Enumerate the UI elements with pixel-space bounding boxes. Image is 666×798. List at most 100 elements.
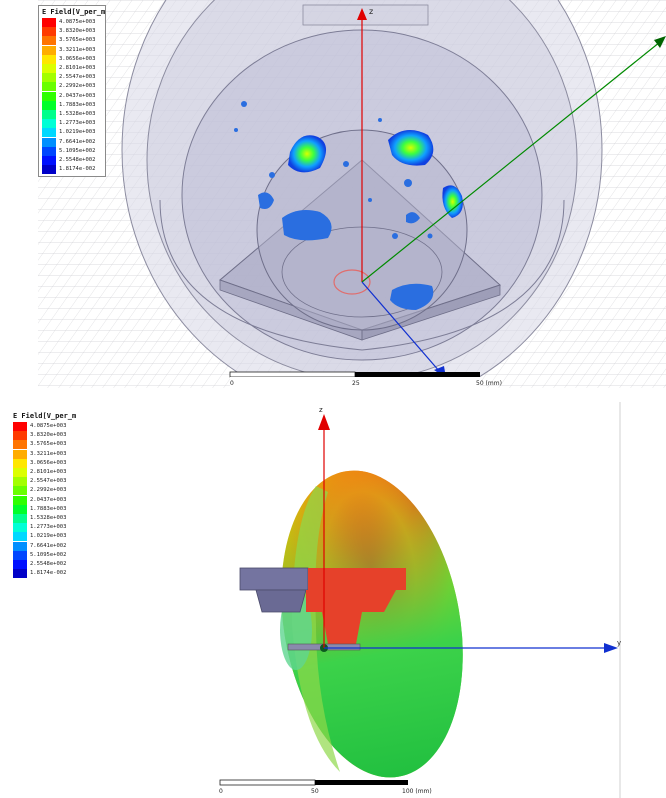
shell-rim — [159, 199, 565, 351]
legend-value: 5.1095e+002 — [30, 551, 67, 558]
legend-swatch — [42, 100, 56, 110]
legend-value: 5.1095e+002 — [59, 147, 96, 154]
legend-value: 2.5547e+003 — [59, 74, 96, 81]
legend-swatch — [13, 514, 27, 523]
legend-value: 3.3211e+003 — [59, 46, 96, 53]
legend-swatch — [13, 504, 27, 514]
legend-value: 4.0875e+003 — [30, 423, 67, 429]
legend-swatch — [42, 27, 56, 37]
legend-swatch — [42, 146, 56, 156]
top-scene: z 0 25 50 (mm) — [38, 0, 666, 388]
legend-value: 1.5328e+003 — [59, 111, 96, 117]
antenna-structure — [239, 567, 406, 652]
legend-value: 1.5328e+003 — [30, 515, 67, 521]
legend-value: 1.7883e+003 — [59, 101, 96, 108]
bottom-scene: z y 0 50 100 (mm) — [219, 402, 621, 798]
z-axis-label: z — [369, 7, 373, 16]
legend-swatch — [42, 36, 56, 46]
legend-value: 2.0437e+003 — [30, 496, 67, 503]
legend-swatch — [42, 137, 56, 147]
legend-value: 3.0656e+003 — [30, 459, 67, 466]
legend-swatch — [13, 486, 27, 496]
legend-swatch — [42, 18, 56, 27]
y-axis-arrow — [654, 36, 666, 48]
legend-value: 3.8320e+003 — [30, 432, 67, 439]
feed-ring — [333, 269, 371, 295]
bottom-3d-view[interactable]: z y 0 50 100 (mm) E Field[V_per_m 4.0875… — [0, 402, 666, 798]
z-axis-arrow — [318, 414, 330, 430]
legend-swatch — [13, 477, 27, 487]
legend-value: 1.0219e+003 — [59, 129, 96, 136]
legend-swatch — [13, 449, 27, 459]
legend-swatch — [42, 91, 56, 101]
scale-bar: 0 25 50 (mm) — [229, 371, 502, 388]
field-legend-bottom: E Field[V_per_m 4.0875e+003 3.8320e+003 3.… — [10, 410, 76, 582]
legend-value: 1.2773e+003 — [30, 524, 67, 531]
legend-value: 7.6641e+002 — [59, 138, 96, 145]
legend-swatch — [42, 54, 56, 64]
legend-swatch — [42, 119, 56, 129]
legend-swatch — [42, 82, 56, 92]
legend-value: 1.7883e+003 — [30, 505, 67, 512]
legend-value: 2.5547e+003 — [30, 478, 67, 485]
legend-value: 3.0656e+003 — [59, 55, 96, 62]
legend-value: 3.3211e+003 — [30, 450, 67, 457]
legend-value: 7.6641e+002 — [30, 542, 67, 549]
legend-swatch — [13, 560, 27, 569]
legend-swatch — [13, 541, 27, 551]
legend-swatch — [13, 458, 27, 468]
z-axis-label: z — [319, 406, 323, 414]
scale-bar: 0 50 100 (mm) — [219, 779, 432, 795]
legend-value: 2.5548e+002 — [30, 561, 67, 567]
legend-value: 1.8174e-002 — [30, 570, 67, 577]
scale-tick-50: 50 (mm) — [476, 380, 502, 387]
x-axis — [361, 281, 441, 373]
legend-value: 2.0437e+003 — [59, 92, 96, 99]
y-axis-arrow — [604, 643, 618, 653]
legend-swatch — [42, 156, 56, 165]
legend-value: 2.2992e+003 — [59, 83, 96, 90]
y-axis — [361, 41, 661, 283]
legend-value: 3.5765e+003 — [30, 441, 67, 448]
legend-value: 2.2992e+003 — [30, 487, 67, 494]
legend-value: 2.8101e+003 — [30, 469, 67, 475]
legend-swatch — [42, 73, 56, 83]
legend-value: 3.8320e+003 — [59, 28, 96, 35]
legend-swatch — [13, 569, 27, 579]
legend-swatch — [42, 45, 56, 55]
legend-value: 4.0875e+003 — [59, 19, 96, 25]
legend-value: 2.8101e+003 — [59, 65, 96, 71]
legend-swatch — [13, 440, 27, 450]
legend-title: E Field[V_per_m — [13, 412, 77, 420]
field-hotspots — [234, 101, 463, 310]
legend-value: 2.5548e+002 — [59, 157, 96, 163]
scale-tick-100: 100 (mm) — [402, 788, 432, 795]
legend-swatch — [13, 532, 27, 542]
y-axis-label: y — [617, 639, 621, 647]
legend-value: 1.8174e-002 — [59, 166, 96, 173]
legend-swatch — [13, 431, 27, 441]
legend-title: E Field[V_per_m — [42, 8, 106, 16]
scale-tick-50: 50 — [311, 788, 319, 795]
legend-swatch — [13, 495, 27, 505]
top-3d-view[interactable]: z 0 25 50 (mm) E Field[V_per_m 4.0875e+0… — [0, 0, 666, 388]
field-legend-top: E Field[V_per_m 4.0875e+003 3.8320e+003 3.… — [38, 5, 106, 177]
legend-value: 1.2773e+003 — [59, 120, 96, 127]
scale-tick-25: 25 — [352, 380, 360, 387]
legend-value: 1.0219e+003 — [30, 533, 67, 540]
legend-swatch — [13, 468, 27, 477]
legend-swatch — [42, 128, 56, 138]
legend-value: 3.5765e+003 — [59, 37, 96, 44]
scale-tick-0: 0 — [219, 788, 223, 795]
top-cap — [302, 4, 429, 26]
legend-swatch — [13, 550, 27, 560]
z-axis-arrow — [357, 8, 367, 20]
legend-swatch — [13, 422, 27, 431]
legend-swatch — [13, 523, 27, 533]
legend-swatch — [42, 110, 56, 119]
scale-tick-0: 0 — [230, 380, 234, 387]
legend-swatch — [42, 165, 56, 175]
substrate-side-right — [361, 284, 501, 341]
radiation-lobe — [280, 470, 463, 778]
legend-swatch — [42, 64, 56, 73]
